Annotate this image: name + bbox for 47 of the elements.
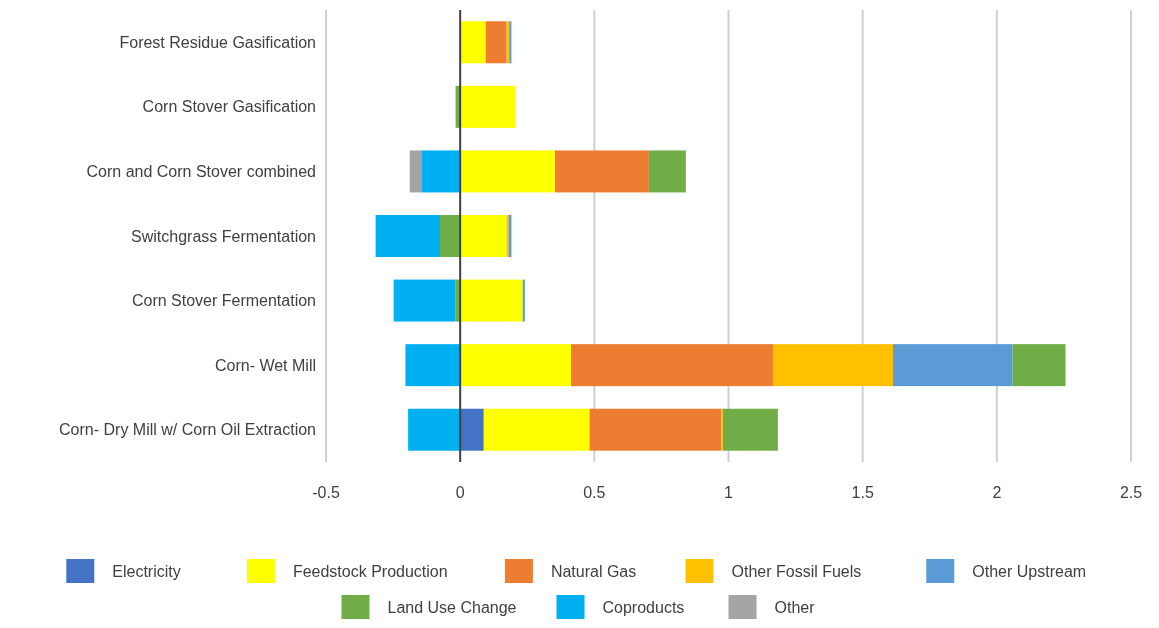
- bar: [589, 408, 722, 451]
- bar: [440, 215, 461, 257]
- bar: [460, 150, 555, 193]
- bar: [460, 21, 486, 64]
- bar: [460, 344, 571, 387]
- bar: [409, 150, 422, 193]
- legend-label: Natural Gas: [550, 562, 637, 580]
- bar: [485, 21, 507, 64]
- bar: [892, 344, 1013, 387]
- y-tick-label: Corn- Dry Mill w/ Corn Oil Extraction: [59, 421, 316, 439]
- bar: [554, 150, 649, 193]
- bar: [460, 279, 523, 322]
- legend-label: Feedstock Production: [292, 562, 448, 580]
- y-tick-label: Corn Stover Gasification: [142, 98, 316, 116]
- y-tick-label: Forest Residue Gasification: [119, 33, 316, 51]
- legend-label: Other Upstream: [972, 562, 1087, 580]
- legend-label: Land Use Change: [387, 598, 517, 616]
- x-tick-label: -0.5: [312, 484, 340, 501]
- bar: [570, 344, 774, 387]
- y-tick-label: Corn Stover Fermentation: [131, 292, 316, 310]
- legend-label: Other Fossil Fuels: [731, 562, 862, 580]
- bar: [773, 344, 893, 387]
- bar: [460, 408, 484, 451]
- bar: [393, 279, 456, 322]
- x-tick-label: 2.5: [1119, 484, 1143, 501]
- bar: [375, 215, 441, 257]
- y-tick-label: Switchgrass Fermentation: [131, 227, 316, 245]
- bar: [408, 408, 461, 451]
- bar: [405, 344, 461, 387]
- x-tick-label: 1: [724, 484, 734, 501]
- x-tick-label: 0: [455, 484, 465, 501]
- legend-label: Coproducts: [602, 598, 685, 616]
- y-tick-label: Corn and Corn Stover combined: [86, 163, 316, 181]
- legend-label: Other: [774, 598, 816, 616]
- x-tick-label: 2: [992, 484, 1002, 501]
- bar: [483, 408, 590, 451]
- x-tick-label: 1.5: [851, 484, 874, 501]
- bar: [522, 279, 525, 322]
- bar: [421, 150, 461, 193]
- y-tick-label: Corn- Wet Mill: [214, 356, 316, 374]
- bar: [460, 85, 516, 128]
- bar: [722, 408, 778, 451]
- x-tick-label: 0.5: [583, 484, 606, 501]
- bar: [648, 150, 686, 193]
- bar: [460, 215, 507, 257]
- legend-label: Electricity: [112, 562, 181, 580]
- bar: [1012, 344, 1066, 387]
